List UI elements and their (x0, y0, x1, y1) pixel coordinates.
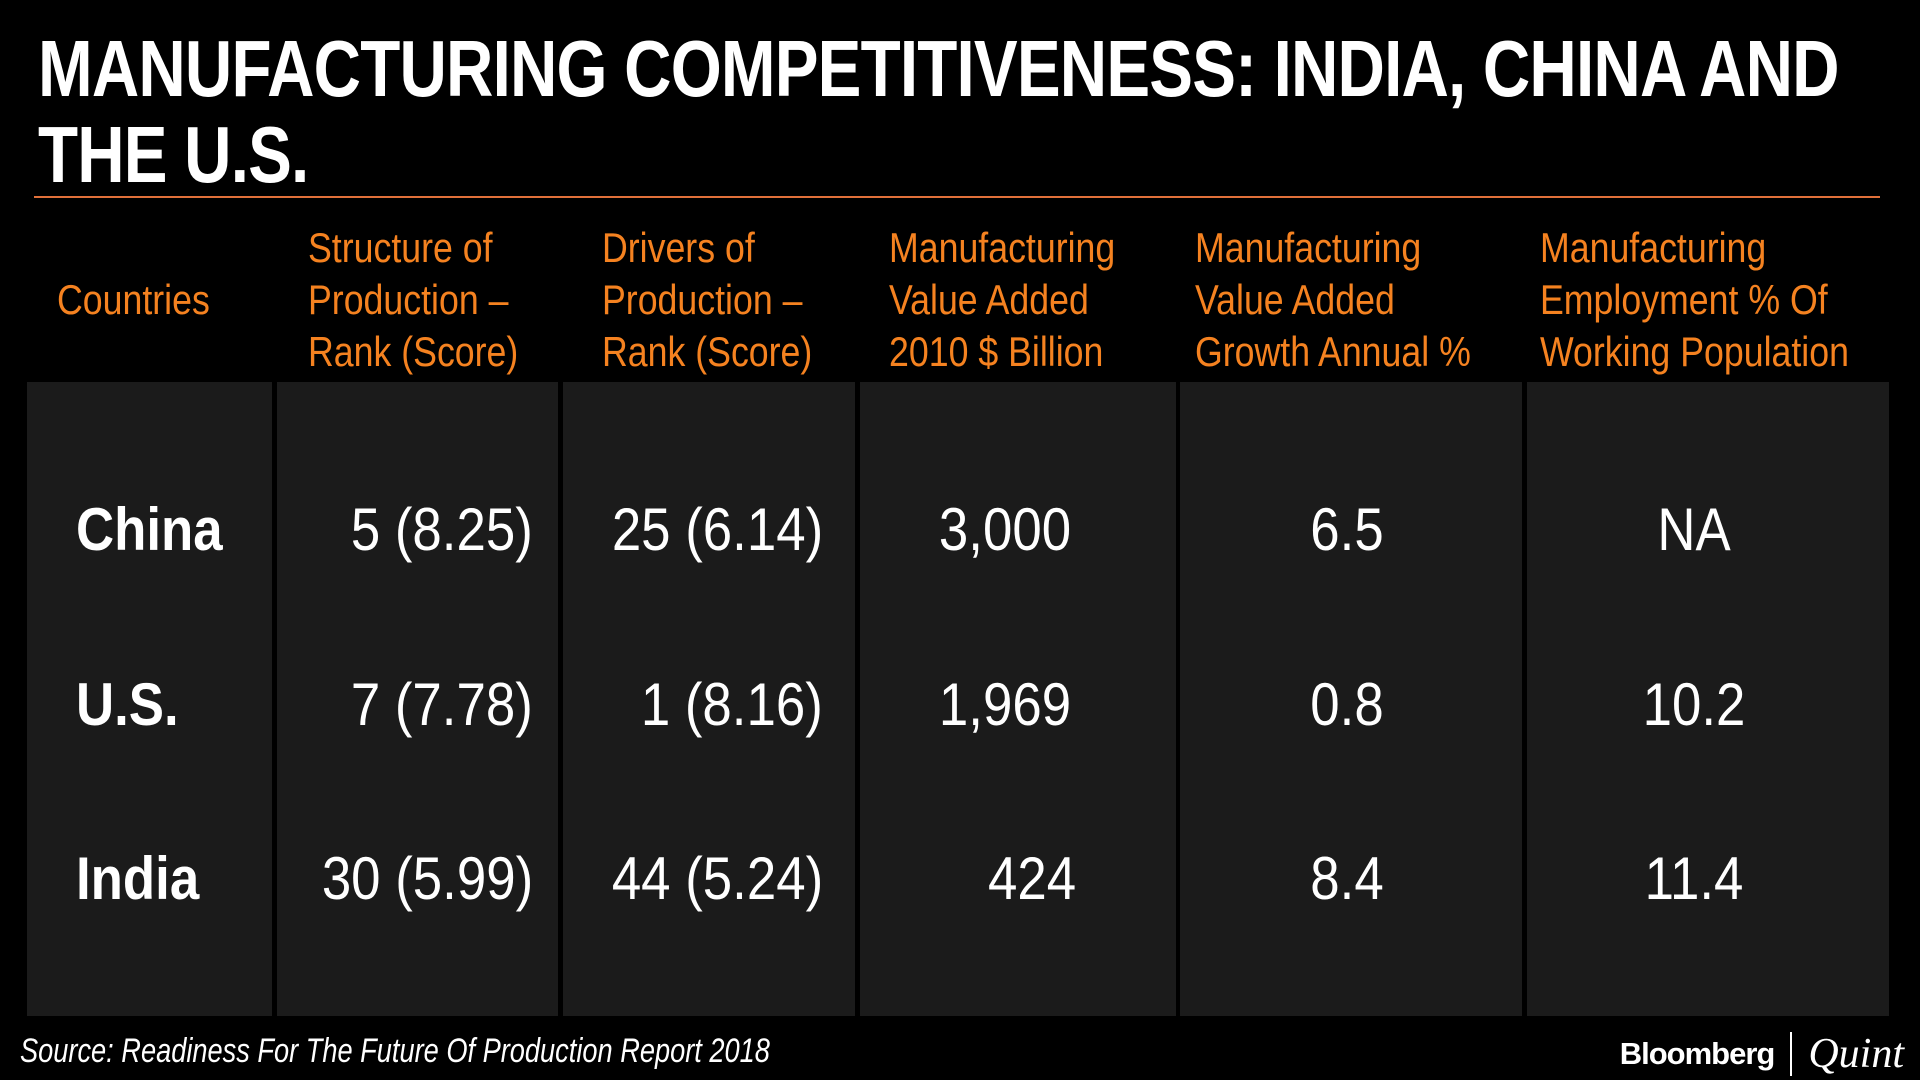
header-line: Working Population (1540, 328, 1849, 375)
header-line: Manufacturing (1195, 224, 1422, 271)
header-countries: Countries (57, 274, 210, 326)
column-bg-employment (1527, 382, 1889, 1016)
header-line: Production – (602, 276, 803, 323)
cell-growth-china: 6.5 (1310, 496, 1384, 563)
title-divider (34, 196, 1880, 198)
header-line: Value Added (889, 276, 1089, 323)
cell-structure-china: 5 (8.25) (351, 496, 533, 563)
cell-structure-india: 30 (5.99) (321, 845, 533, 912)
brand-separator (1790, 1032, 1793, 1076)
cell-value-added-china: 3,000 (938, 496, 1072, 563)
header-line: Countries (57, 276, 210, 323)
header-line: Manufacturing (1540, 224, 1767, 271)
header-line: Employment % Of (1540, 276, 1828, 323)
column-bg-growth (1180, 382, 1522, 1016)
column-bg-drivers (563, 382, 855, 1016)
cell-country-us: U.S. (76, 671, 179, 738)
header-growth: Manufacturing Value Added Growth Annual … (1195, 222, 1471, 378)
cell-value-added-us: 1,969 (938, 671, 1072, 738)
cell-country-india: India (76, 845, 200, 912)
column-bg-value-added (860, 382, 1176, 1016)
title-line-2: THE U.S. (38, 110, 309, 199)
column-bg-structure (277, 382, 558, 1016)
header-line: Growth Annual % (1195, 328, 1471, 375)
header-line: Rank (Score) (602, 328, 813, 375)
header-drivers: Drivers of Production – Rank (Score) (602, 222, 812, 378)
chart-title: MANUFACTURING COMPETITIVENESS: INDIA, CH… (38, 24, 1840, 199)
cell-growth-us: 0.8 (1310, 671, 1384, 738)
column-bg-countries (27, 382, 272, 1016)
cell-drivers-india: 44 (5.24) (611, 845, 823, 912)
header-structure: Structure of Production – Rank (Score) (308, 222, 518, 378)
header-value-added: Manufacturing Value Added 2010 $ Billion (889, 222, 1115, 378)
quint-wordmark: Quint (1808, 1031, 1904, 1077)
brand-logo: Bloomberg Quint (1620, 1030, 1904, 1078)
header-line: Value Added (1195, 276, 1395, 323)
cell-growth-india: 8.4 (1310, 845, 1384, 912)
source-note: Source: Readiness For The Future Of Prod… (20, 1032, 770, 1070)
header-line: Production – (308, 276, 509, 323)
header-line: Manufacturing (889, 224, 1116, 271)
bloomberg-wordmark: Bloomberg (1619, 1036, 1776, 1071)
cell-employment-china: NA (1657, 496, 1731, 563)
header-line: 2010 $ Billion (889, 328, 1104, 375)
cell-value-added-india: 424 (987, 845, 1076, 912)
cell-drivers-us: 1 (8.16) (641, 671, 823, 738)
header-line: Drivers of (602, 224, 755, 271)
title-line-1: MANUFACTURING COMPETITIVENESS: INDIA, CH… (38, 24, 1840, 113)
header-line: Rank (Score) (308, 328, 519, 375)
cell-country-china: China (76, 496, 223, 563)
cell-employment-us: 10.2 (1642, 671, 1746, 738)
cell-structure-us: 7 (7.78) (351, 671, 533, 738)
cell-drivers-china: 25 (6.14) (611, 496, 823, 563)
header-employment: Manufacturing Employment % Of Working Po… (1540, 222, 1849, 378)
header-line: Structure of (308, 224, 493, 271)
cell-employment-india: 11.4 (1644, 845, 1744, 912)
